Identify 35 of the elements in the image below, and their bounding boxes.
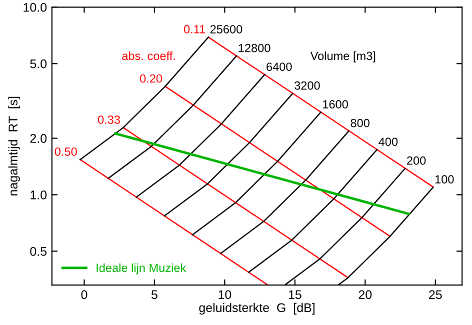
x-tick-label: 10: [218, 290, 232, 300]
x-tick-label: 20: [358, 290, 372, 300]
y-tick-label: 2.0: [30, 134, 47, 143]
annotation: Volume [m3]: [310, 51, 376, 62]
x-axis-title: geluidsterkte G [dB]: [199, 302, 314, 315]
y-tick-label: 5.0: [30, 59, 47, 68]
series-label: 0.50: [54, 147, 77, 156]
x-tick-label: 15: [288, 290, 302, 300]
series-label: 400: [378, 138, 398, 146]
line-series: [80, 36, 210, 160]
series-label: 3200: [294, 81, 320, 90]
series-label: 800: [350, 118, 370, 128]
y-axis-title: nagalmtijd RT [s]: [8, 96, 20, 196]
line-series: [248, 149, 378, 273]
y-tick-label: 1.0: [30, 190, 47, 200]
series-label: 0.33: [98, 115, 120, 124]
series-label: 6400: [266, 62, 292, 71]
legend-label: Ideale lijn Muziek: [96, 263, 186, 274]
y-tick-label: 0.5: [30, 246, 47, 256]
x-tick-label: 0: [81, 290, 88, 300]
line-series: [220, 130, 350, 254]
series-label: 25600: [210, 25, 242, 34]
annotation: abs. coeff.: [122, 51, 175, 60]
y-tick-label: 10.0: [24, 2, 47, 12]
series-label: 0.11: [184, 25, 206, 34]
series-label: 12800: [238, 44, 270, 52]
series-label: 200: [407, 156, 426, 165]
line-series: [136, 74, 266, 198]
line-series: [164, 92, 294, 217]
series-label: 1600: [323, 100, 348, 108]
series-label: 100: [435, 175, 454, 184]
line-series: [192, 112, 322, 236]
x-tick-label: 25: [429, 290, 442, 300]
series-label: 0.20: [140, 74, 162, 83]
x-tick-label: 5: [151, 290, 158, 300]
